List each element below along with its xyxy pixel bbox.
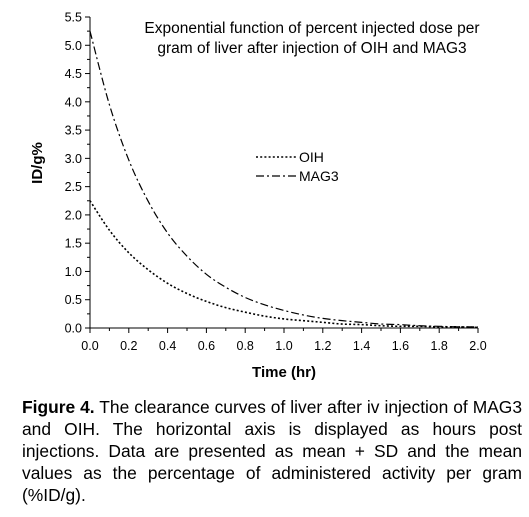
figure-caption-text: The clearance curves of liver after iv i… xyxy=(22,397,522,505)
chart-title-line-2: gram of liver after injection of OIH and… xyxy=(157,40,466,57)
x-tick-label: 2.0 xyxy=(469,339,486,353)
y-tick-label: 3.0 xyxy=(65,152,82,166)
y-tick-label: 4.0 xyxy=(65,95,82,109)
chart-title-line-1: Exponential function of percent injected… xyxy=(144,20,479,37)
figure-caption-label: Figure 4. xyxy=(22,397,95,417)
y-tick-label: 0.0 xyxy=(65,322,82,336)
y-tick-label: 5.5 xyxy=(65,11,82,25)
x-tick-label: 1.8 xyxy=(431,339,448,353)
chart-title: Exponential function of percent injected… xyxy=(144,20,479,57)
x-tick-label: 1.6 xyxy=(392,339,409,353)
x-tick-label: 0.8 xyxy=(237,339,254,353)
x-tick-label: 1.2 xyxy=(314,339,331,353)
y-axis-label: ID/g% xyxy=(29,142,46,184)
y-tick-label: 1.0 xyxy=(65,265,82,279)
x-tick-label: 1.0 xyxy=(275,339,292,353)
y-tick-label: 1.5 xyxy=(65,237,82,251)
y-tick-label: 5.0 xyxy=(65,39,82,53)
x-tick-label: 0.4 xyxy=(159,339,176,353)
x-tick-label: 0.6 xyxy=(198,339,215,353)
y-tick-label: 2.5 xyxy=(65,180,82,194)
y-tick-label: 0.5 xyxy=(65,293,82,307)
y-tick-label: 3.5 xyxy=(65,124,82,138)
x-axis-label: Time (hr) xyxy=(252,364,316,381)
legend-label-oih: OIH xyxy=(299,149,324,165)
liver-clearance-chart: 0.0 0.2 0.4 0.6 0.8 1.0 1.2 1.4 1.6 1.8 2.0 0.0 0.5 1… xyxy=(29,11,487,382)
chart-curves xyxy=(89,30,479,329)
legend-label-mag3: MAG3 xyxy=(299,168,339,184)
y-tick-label: 4.5 xyxy=(65,67,82,81)
x-tick-label: 1.4 xyxy=(353,339,370,353)
series-line-oih xyxy=(89,200,479,329)
chart-axes: 0.0 0.2 0.4 0.6 0.8 1.0 1.2 1.4 1.6 1.8 2.0 0.0 0.5 1… xyxy=(65,11,487,354)
chart-legend: OIH MAG3 xyxy=(256,149,339,184)
figure-caption: Figure 4. The clearance curves of liver … xyxy=(22,396,522,506)
x-tick-label: 0.0 xyxy=(81,339,98,353)
x-tick-label: 0.2 xyxy=(120,339,137,353)
series-line-mag3 xyxy=(89,30,479,328)
y-tick-label: 2.0 xyxy=(65,208,82,222)
